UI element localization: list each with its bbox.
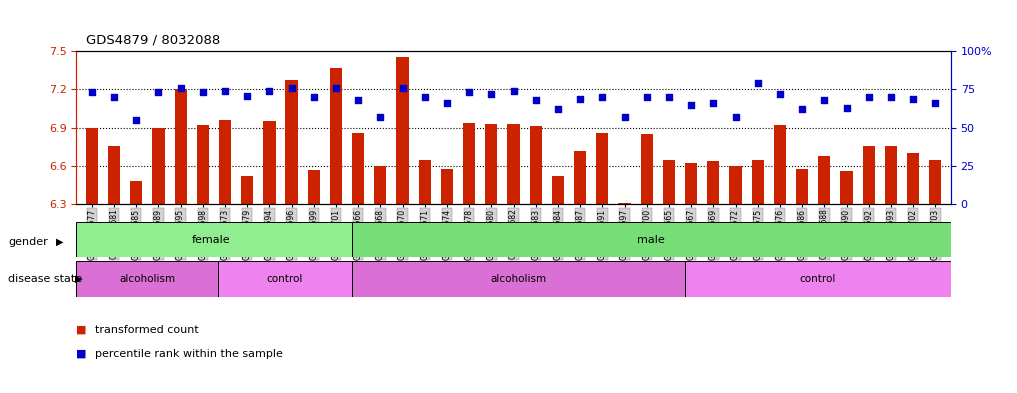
Bar (507, 124, 520, 204)
Bar (684, 261, 951, 297)
Point (417, 94, 433, 100)
Bar (641, 134, 653, 204)
Bar (76, 261, 219, 297)
Bar (219, 261, 352, 297)
Text: gender: gender (8, 237, 48, 247)
Point (261, 88, 278, 94)
Text: ▶: ▶ (75, 274, 82, 284)
Bar (862, 145, 875, 204)
Bar (330, 68, 342, 204)
Point (705, 100, 721, 107)
Bar (774, 125, 786, 204)
Text: male: male (638, 235, 665, 245)
Point (83, 89, 100, 95)
Point (905, 95, 921, 102)
Bar (663, 160, 675, 204)
Point (572, 95, 588, 102)
Text: control: control (266, 274, 303, 284)
Bar (618, 203, 631, 204)
Point (817, 97, 833, 103)
Bar (485, 124, 497, 204)
Point (439, 100, 456, 107)
Point (594, 94, 610, 100)
Bar (175, 89, 187, 204)
Point (616, 114, 633, 120)
Text: control: control (799, 274, 836, 284)
Bar (840, 171, 852, 204)
Bar (552, 176, 564, 204)
Point (483, 91, 499, 97)
Text: alcoholism: alcoholism (119, 274, 175, 284)
Bar (819, 156, 831, 204)
Point (372, 114, 388, 120)
Bar (796, 169, 809, 204)
Point (661, 94, 677, 100)
Bar (352, 133, 364, 204)
Point (683, 101, 700, 108)
Bar (196, 125, 208, 204)
Bar (397, 57, 409, 204)
Bar (574, 151, 586, 204)
Point (151, 89, 167, 95)
Bar (930, 160, 942, 204)
Bar (130, 181, 142, 204)
Point (194, 89, 211, 95)
Point (217, 88, 233, 94)
Point (639, 94, 655, 100)
Point (794, 106, 811, 112)
Point (395, 85, 411, 91)
Bar (707, 161, 719, 204)
Bar (685, 163, 698, 204)
Bar (907, 153, 919, 204)
Point (306, 94, 322, 100)
Text: ■: ■ (76, 349, 86, 359)
Point (128, 117, 144, 123)
Bar (286, 81, 298, 204)
Bar (263, 121, 276, 204)
Bar (729, 166, 741, 204)
Point (883, 94, 899, 100)
Text: ▶: ▶ (56, 237, 63, 247)
Bar (596, 133, 608, 204)
Bar (441, 169, 454, 204)
Point (860, 94, 877, 100)
Bar (108, 145, 120, 204)
Text: GDS4879 / 8032088: GDS4879 / 8032088 (86, 33, 221, 46)
Bar (308, 170, 320, 204)
Bar (219, 120, 231, 204)
Point (461, 89, 477, 95)
Point (505, 88, 522, 94)
Bar (85, 128, 98, 204)
Point (838, 105, 854, 111)
Bar (530, 127, 542, 204)
Bar (419, 160, 431, 204)
Bar (352, 261, 684, 297)
Bar (463, 123, 475, 204)
Text: alcoholism: alcoholism (490, 274, 546, 284)
Point (550, 106, 566, 112)
Point (350, 97, 366, 103)
Bar (352, 222, 951, 257)
Point (750, 80, 766, 86)
Bar (153, 128, 165, 204)
Point (528, 97, 544, 103)
Text: female: female (191, 235, 230, 245)
Text: ■: ■ (76, 325, 86, 335)
Bar (76, 222, 352, 257)
Bar (241, 176, 253, 204)
Point (727, 114, 743, 120)
Point (772, 91, 788, 97)
Text: disease state: disease state (8, 274, 82, 284)
Bar (374, 166, 386, 204)
Point (327, 85, 344, 91)
Bar (752, 160, 764, 204)
Point (284, 85, 300, 91)
Point (928, 100, 944, 107)
Text: transformed count: transformed count (95, 325, 198, 335)
Point (239, 92, 255, 99)
Text: percentile rank within the sample: percentile rank within the sample (95, 349, 283, 359)
Bar (885, 145, 897, 204)
Point (106, 94, 122, 100)
Point (173, 85, 189, 91)
